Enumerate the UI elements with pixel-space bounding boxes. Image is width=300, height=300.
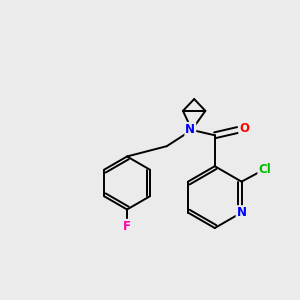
Text: O: O	[239, 122, 249, 135]
Text: N: N	[237, 206, 247, 219]
Text: Cl: Cl	[258, 163, 271, 176]
Text: F: F	[123, 220, 131, 233]
Text: N: N	[185, 123, 195, 136]
